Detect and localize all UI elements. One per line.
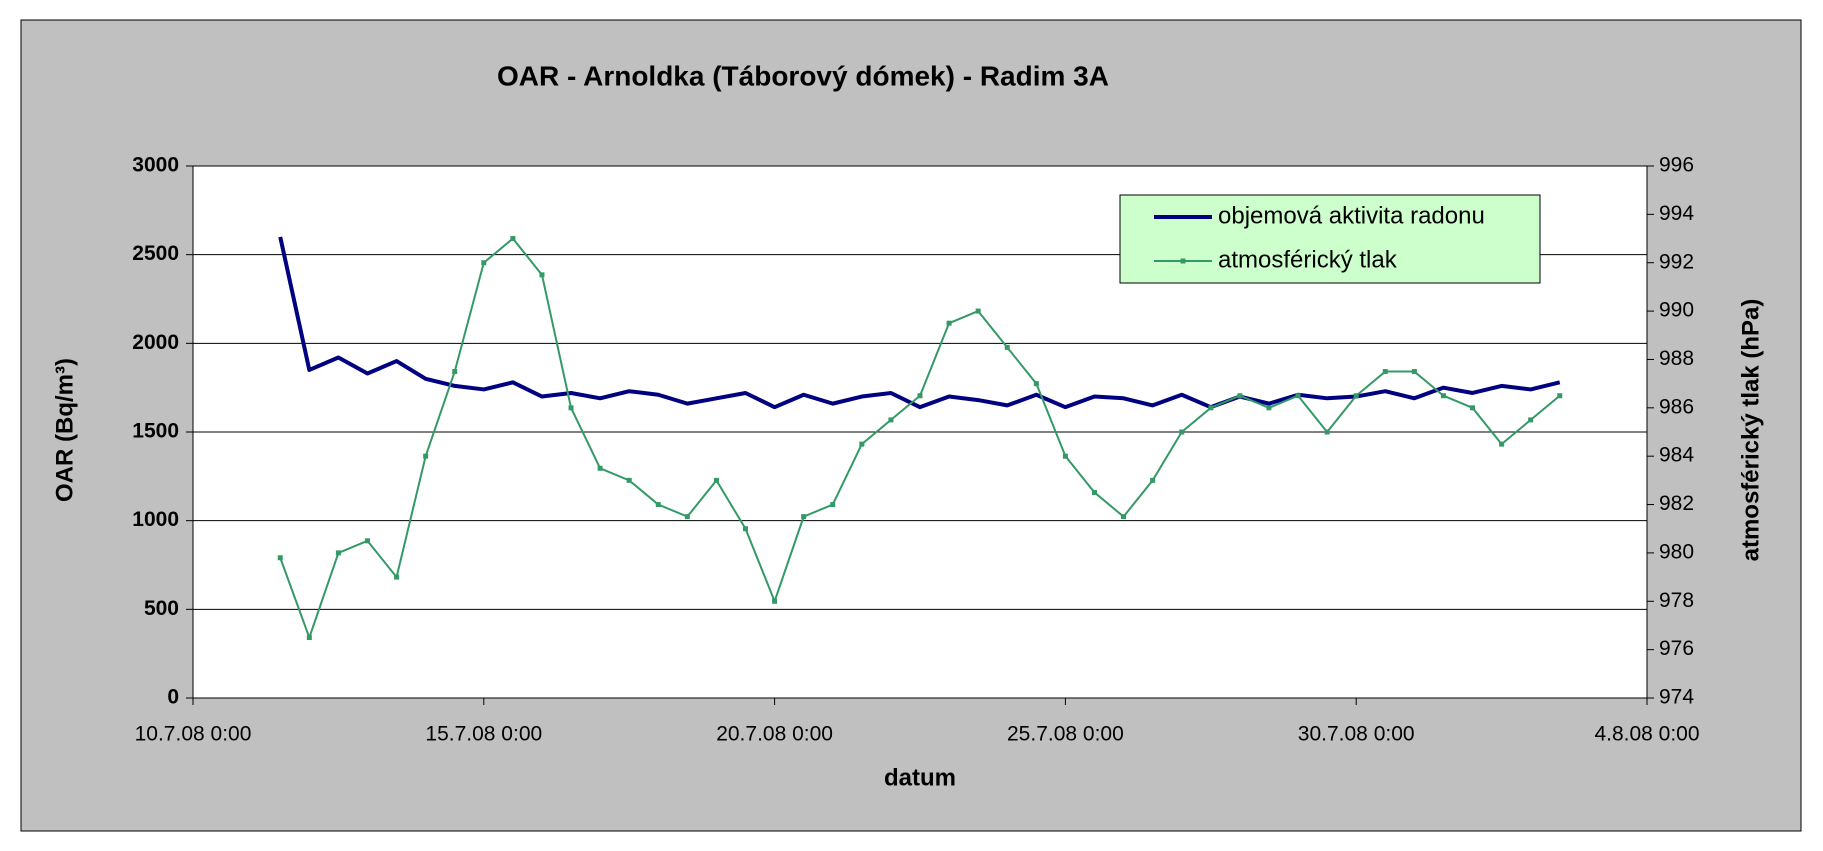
y-tick-label: 1000 (132, 508, 179, 531)
y-tick-label: 1500 (132, 420, 179, 443)
series-marker (1353, 393, 1359, 399)
series-marker (452, 369, 458, 375)
series-marker (364, 538, 370, 544)
y-tick-label: 0 (167, 686, 179, 709)
series-marker (888, 417, 894, 423)
series-marker (1324, 429, 1330, 435)
x-tick-label: 25.7.08 0:00 (1007, 723, 1124, 746)
series-marker (1499, 441, 1505, 447)
x-tick-label: 30.7.08 0:00 (1298, 723, 1415, 746)
series-marker (1266, 405, 1272, 411)
y2-tick-label: 980 (1659, 540, 1694, 563)
series-marker (539, 272, 545, 278)
y2-tick-label: 986 (1659, 395, 1694, 418)
series-marker (1033, 381, 1039, 387)
y-tick-label: 500 (144, 597, 179, 620)
x-tick-label: 15.7.08 0:00 (425, 723, 542, 746)
series-marker (801, 514, 807, 520)
series-marker (1470, 405, 1476, 411)
series-marker (1121, 514, 1127, 520)
series-marker (306, 635, 312, 641)
y2-tick-label: 974 (1659, 686, 1694, 709)
y-axis-label: OAR (Bq/m³) (51, 358, 78, 502)
x-tick-label: 20.7.08 0:00 (716, 723, 833, 746)
y-tick-label: 3000 (132, 154, 179, 177)
series-marker (917, 393, 923, 399)
series-marker (859, 441, 865, 447)
series-marker (626, 477, 632, 483)
series-marker (975, 308, 981, 314)
series-marker (394, 574, 400, 580)
series-marker (510, 236, 516, 242)
series-marker (1237, 393, 1243, 399)
legend-label: objemová aktivita radonu (1218, 202, 1485, 229)
y2-tick-label: 984 (1659, 444, 1694, 467)
series-marker (1150, 477, 1156, 483)
legend-label: atmosférický tlak (1218, 246, 1398, 273)
x-tick-label: 4.8.08 0:00 (1594, 723, 1699, 746)
legend-marker (1180, 258, 1186, 264)
chart-title: OAR - Arnoldka (Táborový dómek) - Radim … (497, 60, 1109, 91)
y2-tick-label: 994 (1659, 202, 1694, 225)
y2-tick-label: 988 (1659, 347, 1694, 370)
series-marker (423, 453, 429, 459)
x-tick-label: 10.7.08 0:00 (135, 723, 252, 746)
series-marker (713, 477, 719, 483)
y2-tick-label: 976 (1659, 637, 1694, 660)
series-marker (1208, 405, 1214, 411)
series-marker (946, 320, 952, 326)
series-marker (1411, 369, 1417, 375)
series-marker (830, 502, 836, 508)
series-marker (743, 526, 749, 532)
series-marker (1062, 453, 1068, 459)
y2-tick-label: 992 (1659, 250, 1694, 273)
series-marker (1091, 489, 1097, 495)
x-axis-label: datum (884, 764, 956, 791)
series-marker (1557, 393, 1563, 399)
series-marker (772, 598, 778, 604)
series-marker (481, 260, 487, 266)
series-marker (1440, 393, 1446, 399)
series-marker (1528, 417, 1534, 423)
y2-tick-label: 996 (1659, 154, 1694, 177)
series-marker (335, 550, 341, 556)
y2-tick-label: 982 (1659, 492, 1694, 515)
series-marker (568, 405, 574, 411)
series-marker (684, 514, 690, 520)
legend (1119, 194, 1541, 284)
series-line (278, 236, 1561, 410)
y-tick-label: 2000 (132, 331, 179, 354)
series-marker (1004, 344, 1010, 350)
y-tick-label: 2500 (132, 242, 179, 265)
series-marker (1382, 369, 1388, 375)
series-marker (655, 502, 661, 508)
y2-axis-label: atmosférický tlak (hPa) (1737, 299, 1764, 562)
y2-tick-label: 978 (1659, 589, 1694, 612)
series-marker (597, 465, 603, 471)
series-marker (1295, 393, 1301, 399)
series-marker (277, 555, 283, 561)
y2-tick-label: 990 (1659, 299, 1694, 322)
series-marker (1179, 429, 1185, 435)
